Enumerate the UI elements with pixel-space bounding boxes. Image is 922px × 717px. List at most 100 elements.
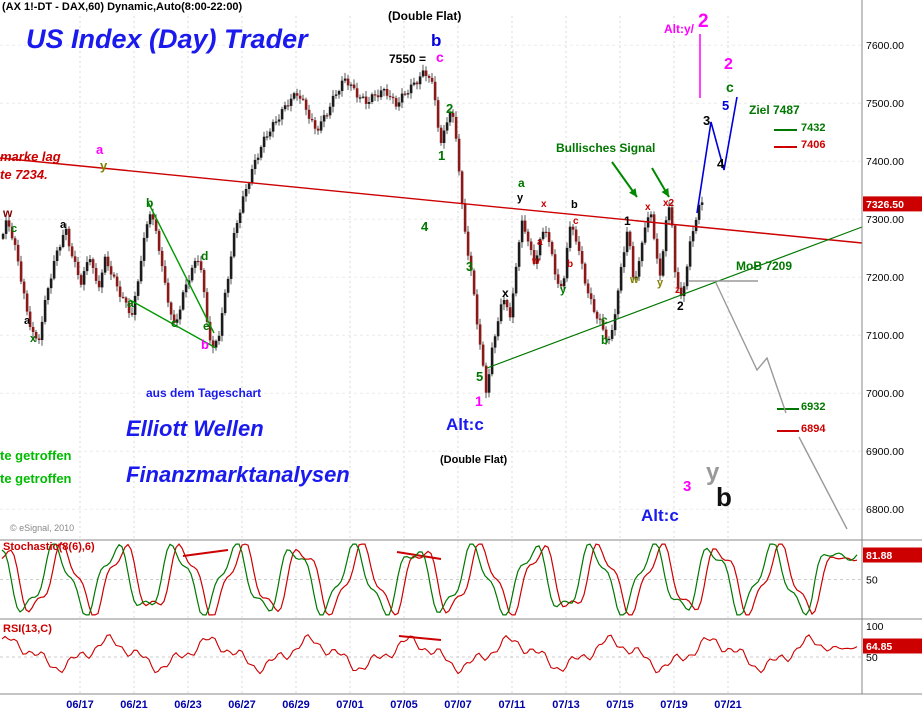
candle-body <box>385 89 389 96</box>
candle-body <box>181 292 185 310</box>
candle-body <box>226 278 230 293</box>
candle-body <box>352 84 356 89</box>
candle-body <box>211 340 215 348</box>
candle-body <box>475 294 479 325</box>
candle-body <box>457 138 461 172</box>
candle-body <box>388 95 392 98</box>
candle-body <box>52 261 56 279</box>
candle-body <box>409 84 413 94</box>
candle-body <box>43 300 47 322</box>
candle-body <box>319 121 323 131</box>
candle-body <box>259 147 263 158</box>
candle-body <box>436 100 440 128</box>
candle-body <box>520 220 524 243</box>
candle-body <box>556 274 560 284</box>
candle-body <box>103 256 107 273</box>
candle-body <box>586 283 590 294</box>
stoch-divergence-2 <box>396 551 442 560</box>
stochastic-k-line <box>1 543 858 616</box>
candle-body <box>472 270 476 295</box>
x-axis-label: 07/15 <box>606 699 634 711</box>
candle-body <box>109 266 113 275</box>
candle-body <box>517 242 521 267</box>
candle-body <box>607 338 611 341</box>
x-axis-label: 06/29 <box>282 699 310 711</box>
candle-body <box>274 121 278 123</box>
candle-body <box>328 106 332 116</box>
x-axis-label: 07/01 <box>336 699 364 711</box>
candle-body <box>46 288 50 300</box>
candle-body <box>196 260 200 263</box>
candle-body <box>400 93 404 103</box>
candle-body <box>100 272 104 288</box>
candle-body <box>598 318 602 320</box>
candle-body <box>691 231 695 242</box>
candle-body <box>364 96 368 104</box>
candle-body <box>79 275 83 285</box>
candle-body <box>547 232 551 242</box>
candle-body <box>589 293 593 300</box>
candle-body <box>664 220 668 252</box>
candle-body <box>349 84 353 86</box>
candle-body <box>466 231 470 256</box>
candle-body <box>421 70 425 77</box>
candle-body <box>340 80 344 91</box>
candle-body <box>1 233 5 239</box>
candle-body <box>415 82 419 85</box>
candle-body <box>34 332 38 339</box>
candle-body <box>424 70 428 76</box>
candle-body <box>223 292 227 314</box>
candle-body <box>325 115 329 117</box>
candle-body <box>616 290 620 315</box>
x-axis-label: 07/21 <box>714 699 742 711</box>
signal-arrow-1-head <box>629 188 637 197</box>
resistance-trendline <box>0 157 863 244</box>
x-axis-label: 07/07 <box>444 699 472 711</box>
candle-body <box>697 204 701 220</box>
last-price-label: 7326.50 <box>866 199 904 211</box>
candle-body <box>10 226 14 239</box>
x-axis-label: 07/05 <box>390 699 418 711</box>
candle-body <box>235 223 239 233</box>
candle-body <box>373 94 377 96</box>
candle-body <box>619 267 623 291</box>
candle-body <box>484 365 488 393</box>
candle-body <box>391 96 395 99</box>
indicator-curves <box>1 543 858 675</box>
candle-body <box>112 274 116 277</box>
candle-body <box>73 256 77 262</box>
x-axis-label: 07/11 <box>499 699 526 711</box>
candle-body <box>346 78 350 86</box>
candle-body <box>214 340 218 348</box>
signal-arrow-2-head <box>661 188 669 197</box>
candle-body <box>661 251 665 276</box>
candle-body <box>265 136 269 138</box>
candle-body <box>445 122 449 131</box>
projection-blue <box>696 96 738 214</box>
candle-body <box>256 157 260 160</box>
candle-body <box>625 231 629 253</box>
candle-body <box>145 224 149 238</box>
candle-body <box>361 96 365 98</box>
x-axis-label: 07/19 <box>660 699 688 711</box>
candle-body <box>610 330 614 339</box>
candle-body <box>76 261 80 275</box>
candle-body <box>574 229 578 242</box>
candle-body <box>331 95 335 107</box>
projection-gray-2 <box>798 436 848 530</box>
candle-body <box>358 97 362 99</box>
x-axis-label: 06/17 <box>66 699 94 711</box>
candle-body <box>292 93 296 99</box>
candle-body <box>247 183 251 189</box>
candle-body <box>541 231 545 240</box>
y-axis-label: 7200.00 <box>866 272 904 284</box>
candle-body <box>448 112 452 123</box>
candle-body <box>460 171 464 204</box>
candle-body <box>322 115 326 122</box>
candle-body <box>439 127 443 143</box>
rsi-divergence <box>398 635 442 641</box>
candle-body <box>469 255 473 271</box>
candle-body <box>604 329 608 340</box>
candle-body <box>118 286 122 297</box>
